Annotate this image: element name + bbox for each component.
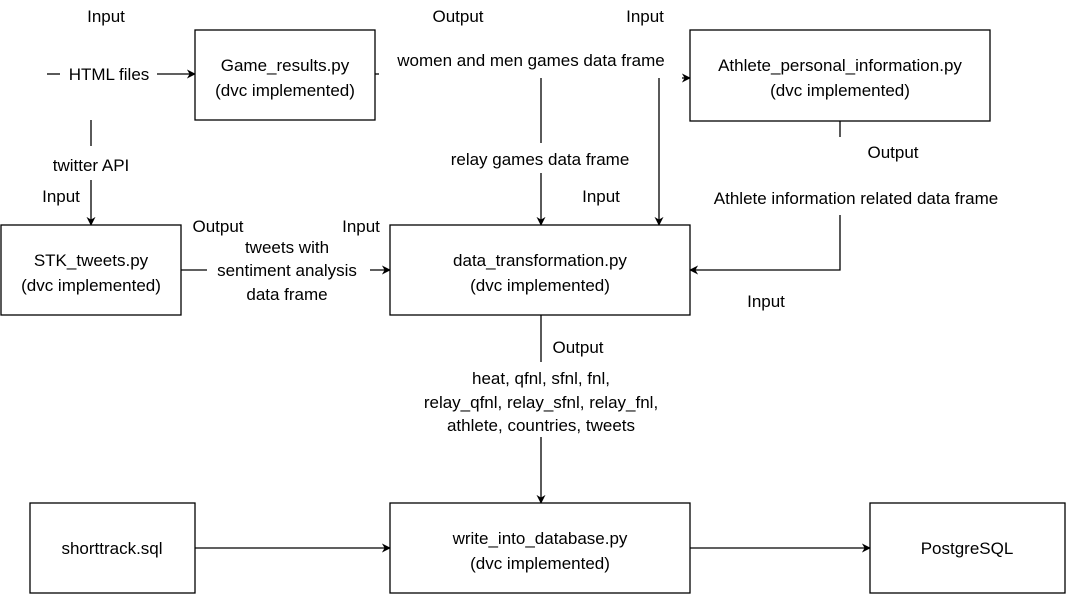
node-label-line-2: (dvc implemented)	[770, 81, 910, 100]
label-input-twitter: Input	[42, 187, 80, 206]
label-transformation-outputs-line-3: athlete, countries, tweets	[447, 416, 635, 435]
node-label-line-1: data_transformation.py	[453, 251, 627, 270]
node-shorttrack-sql: shorttrack.sql	[29, 502, 196, 594]
label-twitter-api: twitter API	[53, 156, 130, 175]
label-output-tweets: Output	[192, 217, 243, 236]
node-label-line-1: PostgreSQL	[921, 539, 1014, 558]
label-input-transformation-top: Input	[582, 187, 620, 206]
label-input-athlete: Input	[626, 7, 664, 26]
label-tweets-sentiment-line-1: tweets with	[245, 238, 329, 257]
node-stk-tweets: STK_tweets.py (dvc implemented)	[0, 224, 182, 316]
node-label-line-1: write_into_database.py	[452, 529, 628, 548]
node-label-line-1: shorttrack.sql	[61, 539, 162, 558]
node-athlete-personal-information: Athlete_personal_information.py (dvc imp…	[689, 29, 991, 122]
label-html-files: HTML files	[69, 65, 150, 84]
label-women-men-games: women and men games data frame	[396, 51, 664, 70]
node-label-line-2: (dvc implemented)	[470, 276, 610, 295]
node-label-line-1: STK_tweets.py	[34, 251, 149, 270]
node-label-line-2: (dvc implemented)	[21, 276, 161, 295]
edge-athlete-info-to-transformation-path	[689, 215, 841, 275]
node-game-results: Game_results.py (dvc implemented)	[194, 29, 376, 121]
node-label-line-1: Game_results.py	[221, 56, 350, 75]
label-input-transformation-right: Input	[747, 292, 785, 311]
label-tweets-sentiment-line-3: data frame	[246, 285, 327, 304]
label-output-transformation: Output	[552, 338, 603, 357]
node-label-line-2: (dvc implemented)	[470, 554, 610, 573]
label-tweets-sentiment-line-2: sentiment analysis	[217, 261, 357, 280]
node-write-into-database: write_into_database.py (dvc implemented)	[389, 502, 691, 594]
label-athlete-related: Athlete information related data frame	[714, 189, 998, 208]
label-input-html: Input	[87, 7, 125, 26]
node-postgresql: PostgreSQL	[869, 502, 1066, 594]
label-transformation-outputs-line-1: heat, qfnl, sfnl, fnl,	[472, 369, 610, 388]
label-relay-games: relay games data frame	[451, 150, 630, 169]
node-label-line-2: (dvc implemented)	[215, 81, 355, 100]
label-transformation-outputs-line-2: relay_qfnl, relay_sfnl, relay_fnl,	[424, 393, 658, 412]
node-label-line-1: Athlete_personal_information.py	[718, 56, 962, 75]
node-data-transformation: data_transformation.py (dvc implemented)	[389, 224, 691, 316]
label-output-athlete: Output	[867, 143, 918, 162]
label-input-transformation-left: Input	[342, 217, 380, 236]
label-output-game-results: Output	[432, 7, 483, 26]
